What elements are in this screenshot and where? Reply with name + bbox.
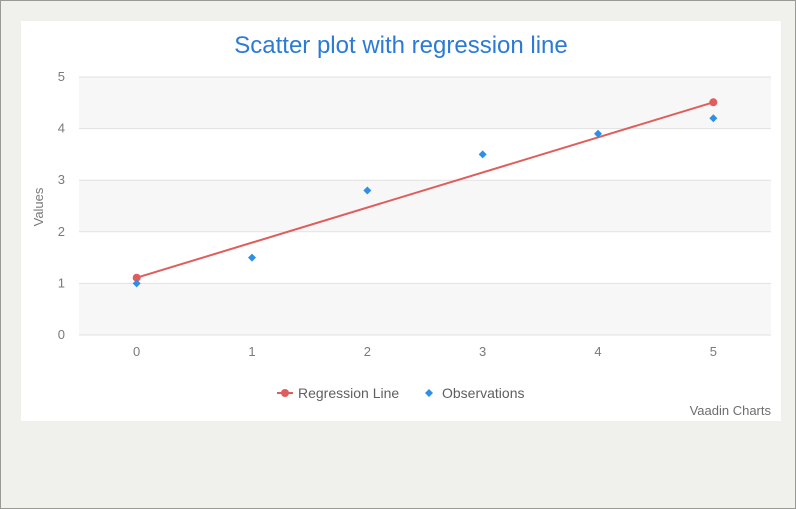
- regression-point[interactable]: [132, 273, 141, 282]
- plot-band: [79, 180, 771, 232]
- chart-credits[interactable]: Vaadin Charts: [690, 403, 772, 418]
- legend-label: Observations: [442, 385, 524, 401]
- x-tick-label: 0: [133, 344, 140, 359]
- x-tick-label: 4: [594, 344, 601, 359]
- y-tick-label: 3: [58, 172, 65, 187]
- legend-circle-icon: [281, 389, 289, 397]
- chart-title: Scatter plot with regression line: [234, 32, 568, 59]
- plot-band: [79, 283, 771, 335]
- regression-point[interactable]: [709, 98, 718, 107]
- grid-lines: [79, 76, 771, 336]
- y-axis-ticks: 0 1 2 3 4 5: [58, 69, 65, 342]
- y-tick-label: 4: [58, 121, 65, 136]
- observation-point[interactable]: [594, 129, 602, 138]
- series-observations: [132, 114, 718, 288]
- plot-background: [79, 77, 771, 335]
- x-tick-label: 2: [364, 344, 371, 359]
- x-tick-label: 3: [479, 344, 486, 359]
- observation-point[interactable]: [132, 279, 141, 288]
- observation-point[interactable]: [248, 253, 256, 262]
- y-tick-label: 1: [58, 275, 65, 290]
- legend-item-regression-line[interactable]: Regression Line: [277, 385, 399, 401]
- observation-point[interactable]: [478, 150, 487, 159]
- legend: Regression Line Observations: [277, 385, 524, 401]
- y-axis-title: Values: [31, 187, 46, 226]
- x-axis-ticks: 0 1 2 3 4 5: [133, 344, 717, 359]
- observation-point[interactable]: [709, 114, 718, 123]
- legend-item-observations[interactable]: Observations: [425, 385, 524, 401]
- chart-container: Scatter plot with regression line Values…: [21, 21, 781, 421]
- series-layer: [132, 98, 718, 288]
- legend-diamond-icon: [425, 389, 433, 397]
- legend-label: Regression Line: [298, 385, 399, 401]
- series-regression-line: [132, 98, 718, 282]
- plot-band: [79, 77, 771, 129]
- observation-point[interactable]: [363, 186, 372, 195]
- x-tick-label: 5: [710, 344, 717, 359]
- regression-line: [136, 101, 714, 279]
- y-tick-label: 2: [58, 224, 65, 239]
- y-tick-label: 0: [58, 327, 65, 342]
- scatter-chart: Scatter plot with regression line Values…: [31, 32, 772, 418]
- y-tick-label: 5: [58, 69, 65, 84]
- x-tick-label: 1: [248, 344, 255, 359]
